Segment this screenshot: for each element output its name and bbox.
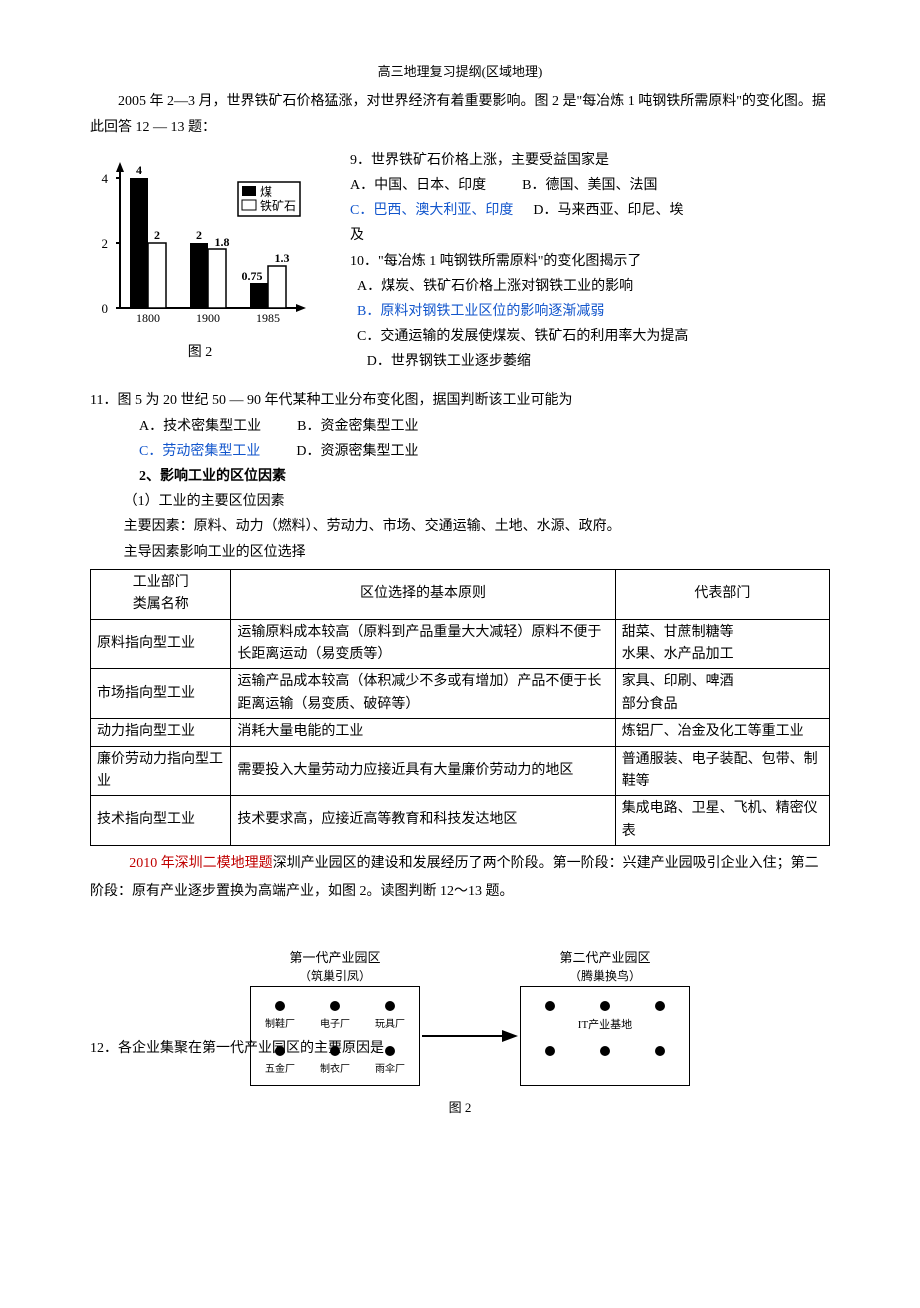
cell: 运输原料成本较高（原料到产品重量大大减轻）原料不便于长距离运动（易变质等） bbox=[231, 619, 615, 669]
q10-optC: C．交通运输的发展使煤炭、铁矿石的利用率大为提高 bbox=[350, 324, 830, 349]
cell: 运输产品成本较高（体积减少不多或有增加）产品不便于长距离运输（易变质、破碎等） bbox=[231, 669, 615, 719]
bar-chart-figure: 0 2 4 4 2 1800 2 1.8 1900 0.75 bbox=[90, 148, 310, 365]
table-row: 廉价劳动力指向型工业 需要投入大量劳动力应接近具有大量廉价劳动力的地区 普通服装… bbox=[91, 746, 830, 796]
dot-icon bbox=[600, 1046, 610, 1056]
q11-optB: B．资金密集型工业 bbox=[297, 419, 418, 434]
q9-optD-head: D．马来西亚、印尼、埃 bbox=[533, 203, 683, 218]
q9-optB: B．德国、美国、法国 bbox=[522, 178, 657, 193]
arrow-icon bbox=[420, 1026, 520, 1046]
page-header: 高三地理复习提纲(区域地理) bbox=[90, 60, 830, 83]
dot-icon bbox=[275, 1001, 285, 1011]
shenzhen-paragraph: 2010 年深圳二模地理题深圳产业园区的建设和发展经历了两个阶段。第一阶段：兴建… bbox=[90, 850, 830, 906]
cell: 技术要求高，应接近高等教育和科技发达地区 bbox=[231, 796, 615, 846]
dot-icon bbox=[385, 1001, 395, 1011]
svg-text:1985: 1985 bbox=[256, 311, 280, 325]
park1-label: 五金厂 bbox=[260, 1061, 300, 1079]
q9-opts-cd: C．巴西、澳大利亚、印度 D．马来西亚、印尼、埃 bbox=[350, 198, 830, 223]
table-header-row: 工业部门类属名称 区位选择的基本原则 代表部门 bbox=[91, 569, 830, 619]
q10-optA: A．煤炭、铁矿石价格上涨对钢铁工业的影响 bbox=[350, 274, 830, 299]
cell: 炼铝厂、冶金及化工等重工业 bbox=[615, 719, 829, 746]
table-row: 市场指向型工业 运输产品成本较高（体积减少不多或有增加）产品不便于长距离运输（易… bbox=[91, 669, 830, 719]
exam-tag: 2010 年深圳二模地理题 bbox=[129, 856, 273, 871]
svg-text:2: 2 bbox=[196, 228, 202, 242]
q10-optD: D．世界钢铁工业逐步萎缩 bbox=[350, 349, 830, 374]
th-1: 区位选择的基本原则 bbox=[231, 569, 615, 619]
q12-stem: 12．各企业集聚在第一代产业园区的主要原因是 bbox=[90, 1036, 384, 1061]
dot-icon bbox=[655, 1001, 665, 1011]
park1-label: 制鞋厂 bbox=[260, 1016, 300, 1034]
park1-subtitle: （筑巢引凤） bbox=[250, 966, 420, 988]
dot-icon bbox=[655, 1046, 665, 1056]
svg-text:1900: 1900 bbox=[196, 311, 220, 325]
cell: 集成电路、卫星、飞机、精密仪表 bbox=[615, 796, 829, 846]
section2-sub1: （1）工业的主要区位因素 bbox=[90, 489, 830, 514]
section2-line1: 主要因素：原料、动力（燃料）、劳动力、市场、交通运输、土地、水源、政府。 bbox=[90, 514, 830, 539]
svg-text:铁矿石: 铁矿石 bbox=[260, 199, 296, 213]
q10-optB: B．原料对钢铁工业区位的影响逐渐减弱 bbox=[350, 299, 830, 324]
q9-stem: 9．世界铁矿石价格上涨，主要受益国家是 bbox=[350, 148, 830, 173]
factor-table: 工业部门类属名称 区位选择的基本原则 代表部门 原料指向型工业 运输原料成本较高… bbox=[90, 569, 830, 846]
intro-paragraph: 2005 年 2—3 月，世界铁矿石价格猛涨，对世界经济有着重要影响。图 2 是… bbox=[90, 89, 830, 139]
q11-optA: A．技术密集型工业 bbox=[139, 419, 261, 434]
cell: 需要投入大量劳动力应接近具有大量廉价劳动力的地区 bbox=[231, 746, 615, 796]
cell: 技术指向型工业 bbox=[91, 796, 231, 846]
svg-text:2: 2 bbox=[102, 236, 109, 251]
table-row: 动力指向型工业 消耗大量电能的工业 炼铝厂、冶金及化工等重工业 bbox=[91, 719, 830, 746]
cell: 甜菜、甘蔗制糖等水果、水产品加工 bbox=[615, 619, 829, 669]
section2-title: 2、影响工业的区位因素 bbox=[90, 464, 830, 489]
q9-opts-ab: A．中国、日本、印度 B．德国、美国、法国 bbox=[350, 173, 830, 198]
th-2: 代表部门 bbox=[615, 569, 829, 619]
cell: 家具、印刷、啤酒部分食品 bbox=[615, 669, 829, 719]
dot-icon bbox=[385, 1046, 395, 1056]
svg-text:1800: 1800 bbox=[136, 311, 160, 325]
q10-stem: 10．"每冶炼 1 吨钢铁所需原料"的变化图揭示了 bbox=[350, 249, 830, 274]
park2-subtitle: （腾巢换鸟） bbox=[520, 966, 690, 988]
dot-icon bbox=[545, 1046, 555, 1056]
svg-text:2: 2 bbox=[154, 228, 160, 242]
cell: 廉价劳动力指向型工业 bbox=[91, 746, 231, 796]
park1-label: 玩具厂 bbox=[370, 1016, 410, 1034]
dot-icon bbox=[545, 1001, 555, 1011]
cell: 原料指向型工业 bbox=[91, 619, 231, 669]
park-diagram: 第一代产业园区 （筑巢引凤） 第二代产业园区 （腾巢换鸟） 制鞋厂 电子厂 玩具… bbox=[90, 946, 830, 1146]
q9-optA: A．中国、日本、印度 bbox=[350, 178, 486, 193]
dot-icon bbox=[600, 1001, 610, 1011]
svg-text:0: 0 bbox=[102, 301, 109, 316]
bar-chart-svg: 0 2 4 4 2 1800 2 1.8 1900 0.75 bbox=[90, 148, 310, 338]
park1-label: 雨伞厂 bbox=[370, 1061, 410, 1079]
cell: 消耗大量电能的工业 bbox=[231, 719, 615, 746]
cell: 市场指向型工业 bbox=[91, 669, 231, 719]
svg-text:4: 4 bbox=[136, 163, 142, 177]
svg-text:煤: 煤 bbox=[260, 185, 272, 199]
svg-text:1.3: 1.3 bbox=[275, 251, 290, 265]
svg-text:1.8: 1.8 bbox=[215, 235, 230, 249]
section2-line2: 主导因素影响工业的区位选择 bbox=[90, 540, 830, 565]
table-row: 技术指向型工业 技术要求高，应接近高等教育和科技发达地区 集成电路、卫星、飞机、… bbox=[91, 796, 830, 846]
chart-caption: 图 2 bbox=[90, 340, 310, 365]
cell: 普通服装、电子装配、包带、制鞋等 bbox=[615, 746, 829, 796]
park1-label: 制衣厂 bbox=[315, 1061, 355, 1079]
q9-optC: C．巴西、澳大利亚、印度 bbox=[350, 203, 513, 218]
park2-center-label: IT产业基地 bbox=[570, 1016, 640, 1036]
cell: 动力指向型工业 bbox=[91, 719, 231, 746]
q11-stem: 11．图 5 为 20 世纪 50 — 90 年代某种工业分布变化图，据国判断该… bbox=[90, 388, 830, 413]
q11-optD: D．资源密集型工业 bbox=[296, 444, 418, 459]
park-caption: 图 2 bbox=[90, 1096, 830, 1119]
park1-label: 电子厂 bbox=[315, 1016, 355, 1034]
table-row: 原料指向型工业 运输原料成本较高（原料到产品重量大大减轻）原料不便于长距离运动（… bbox=[91, 619, 830, 669]
th-0: 工业部门类属名称 bbox=[91, 569, 231, 619]
q11-optC: C．劳动密集型工业 bbox=[139, 444, 260, 459]
svg-text:0.75: 0.75 bbox=[242, 269, 263, 283]
svg-text:4: 4 bbox=[102, 171, 109, 186]
dot-icon bbox=[330, 1001, 340, 1011]
q9-optD-tail: 及 bbox=[350, 223, 830, 248]
